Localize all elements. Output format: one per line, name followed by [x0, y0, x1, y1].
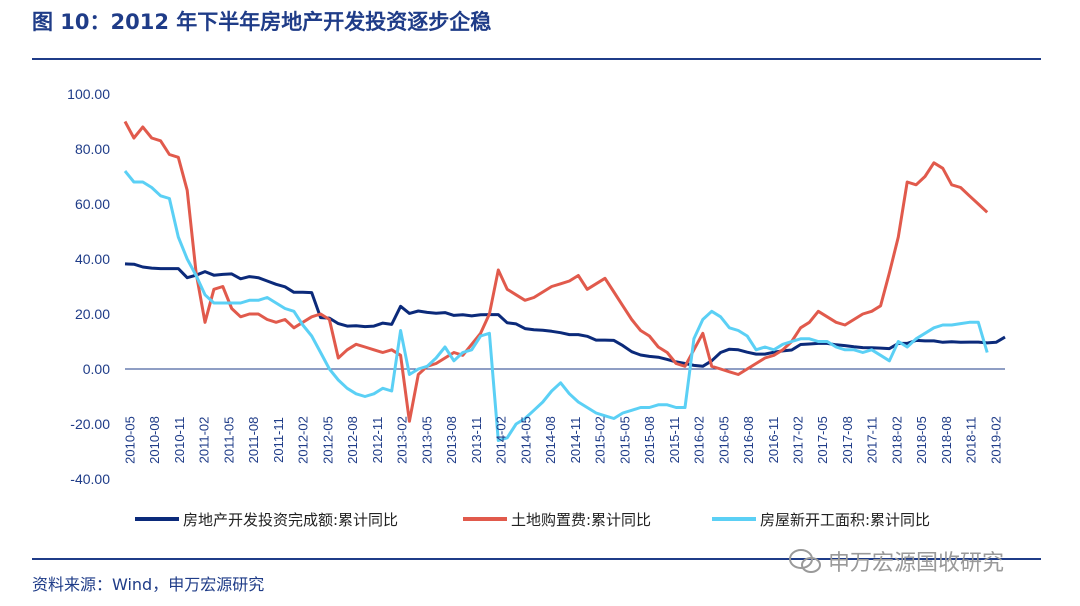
- x-tick-label: 2018-08: [939, 416, 954, 464]
- x-tick-label: 2011-02: [197, 417, 212, 464]
- x-tick-label: 2013-08: [444, 416, 459, 464]
- y-tick-label: 20.00: [75, 306, 110, 322]
- x-tick-label: 2014-02: [494, 416, 509, 464]
- legend: 房地产开发投资完成额:累计同比 土地购置费:累计同比 房屋新开工面积:累计同比: [135, 511, 930, 529]
- x-tick-label: 2015-05: [617, 416, 632, 464]
- y-tick-label: 0.00: [83, 361, 110, 377]
- legend-label-3: 房屋新开工面积:累计同比: [760, 511, 930, 529]
- x-tick-label: 2018-02: [889, 416, 904, 464]
- y-tick-label: -40.00: [70, 471, 110, 487]
- x-tick-label: 2012-11: [370, 417, 385, 464]
- top-divider: [32, 58, 1041, 60]
- x-tick-label: 2016-05: [716, 416, 731, 464]
- chart-title: 图 10：2012 年下半年房地产开发投资逐步企稳: [32, 10, 492, 34]
- y-axis-ticks: 100.00 80.00 60.00 40.00 20.00 0.00 -20.00 -40.…: [67, 86, 110, 487]
- legend-label-1: 房地产开发投资完成额:累计同比: [183, 511, 398, 529]
- x-tick-label: 2016-08: [741, 416, 756, 464]
- line-chart: 100.00 80.00 60.00 40.00 20.00 0.00 -20.00 -40.…: [67, 86, 1006, 529]
- x-tick-label: 2010-11: [172, 417, 187, 464]
- x-tick-label: 2017-05: [815, 416, 830, 464]
- x-tick-label: 2012-05: [320, 416, 335, 464]
- x-tick-label: 2013-05: [419, 416, 434, 464]
- x-tick-label: 2016-02: [692, 416, 707, 464]
- y-tick-label: 100.00: [67, 86, 110, 102]
- watermark-text: 申万宏源国收研究: [828, 551, 1005, 576]
- x-tick-label: 2013-02: [395, 416, 410, 464]
- x-tick-label: 2014-05: [518, 416, 533, 464]
- series-line-2: [123, 120, 989, 423]
- x-tick-label: 2011-11: [271, 417, 286, 463]
- y-tick-label: -20.00: [70, 416, 110, 432]
- x-tick-label: 2017-08: [840, 416, 855, 464]
- series-line-1: [124, 262, 1006, 368]
- x-tick-label: 2017-11: [865, 417, 880, 464]
- x-tick-label: 2014-08: [543, 416, 558, 464]
- x-tick-label: 2011-05: [221, 417, 236, 464]
- bottom-divider: [32, 558, 1041, 560]
- wechat-icon: [789, 549, 821, 573]
- source-note: 资料来源：Wind，申万宏源研究: [32, 575, 265, 594]
- watermark: 申万宏源国收研究: [788, 545, 1004, 577]
- x-axis-ticks: 2010-05 2010-08 2010-11 2011-02 2011-05 2011-…: [122, 416, 1003, 464]
- x-tick-label: 2010-08: [147, 416, 162, 464]
- x-tick-label: 2015-02: [593, 416, 608, 464]
- y-tick-label: 60.00: [75, 196, 110, 212]
- x-tick-label: 2011-08: [246, 417, 261, 464]
- legend-label-2: 土地购置费:累计同比: [511, 511, 651, 529]
- x-tick-label: 2015-11: [667, 417, 682, 464]
- series-line-3: [123, 170, 989, 442]
- x-tick-label: 2015-08: [642, 416, 657, 464]
- x-tick-label: 2016-11: [766, 417, 781, 464]
- x-tick-label: 2012-02: [296, 416, 311, 464]
- x-tick-label: 2012-08: [345, 416, 360, 464]
- x-tick-label: 2018-05: [914, 416, 929, 464]
- x-tick-label: 2017-02: [790, 416, 805, 464]
- x-tick-label: 2018-11: [964, 417, 979, 464]
- x-tick-label: 2010-05: [122, 416, 137, 464]
- x-tick-label: 2013-11: [469, 417, 484, 464]
- series-lines: [123, 120, 1006, 442]
- x-tick-label: 2014-11: [568, 417, 583, 464]
- y-tick-label: 40.00: [75, 251, 110, 267]
- x-tick-label: 2019-02: [988, 416, 1003, 464]
- y-tick-label: 80.00: [75, 141, 110, 157]
